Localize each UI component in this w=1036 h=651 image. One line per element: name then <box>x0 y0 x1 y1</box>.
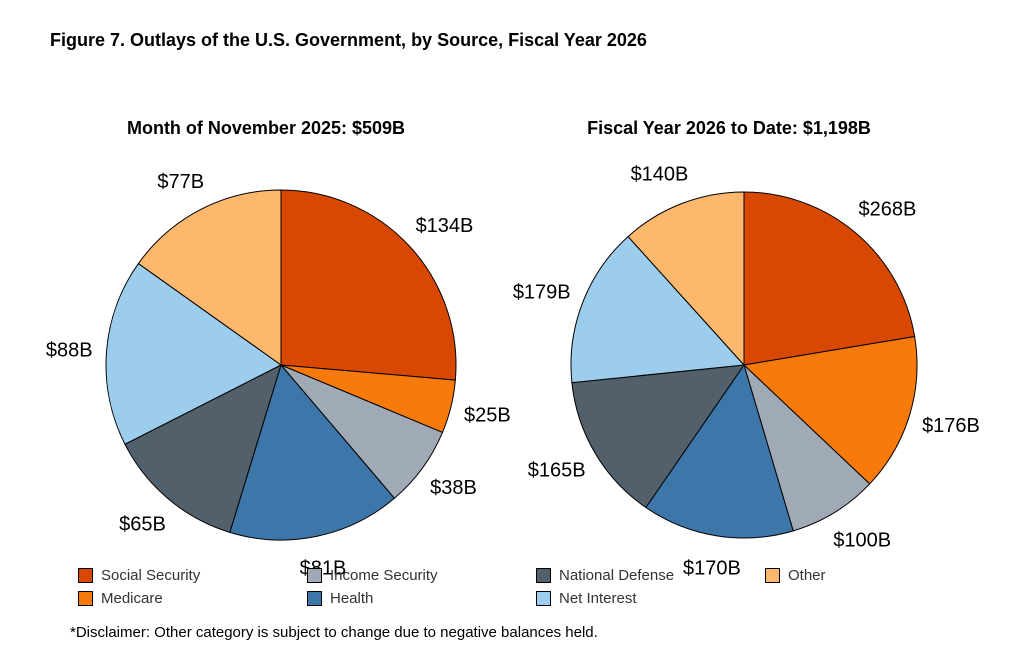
pie-slice-health <box>229 363 396 541</box>
legend-label: Other <box>788 567 826 584</box>
slice-label: $25B <box>464 404 511 426</box>
legend-item: Social Security <box>78 567 200 584</box>
legend-item: Net Interest <box>536 590 637 607</box>
legend-swatch <box>536 568 551 583</box>
slice-label: $88B <box>46 340 93 362</box>
legend-swatch <box>765 568 780 583</box>
slice-label: $179B <box>513 281 571 303</box>
slice-label: $65B <box>119 513 166 535</box>
legend-label: Net Interest <box>559 590 637 607</box>
slice-label: $176B <box>922 415 980 437</box>
pie-slice-social-security <box>280 189 457 381</box>
pie-slice-other <box>137 189 282 366</box>
figure-title: Figure 7. Outlays of the U.S. Government… <box>50 30 647 50</box>
slice-label: $134B <box>416 215 474 237</box>
slice-label: $100B <box>833 530 891 552</box>
slice-label: $165B <box>528 460 586 482</box>
slice-label: $140B <box>631 164 689 186</box>
pie-slice-national-defense <box>124 364 282 533</box>
pie-slice-social-security <box>743 191 916 366</box>
legend-item: Income Security <box>307 567 438 584</box>
pie-slice-other <box>627 191 745 367</box>
legend-item: Health <box>307 590 373 607</box>
legend-item: Medicare <box>78 590 163 607</box>
legend-label: Social Security <box>101 567 201 584</box>
pie-slice-net-interest <box>105 262 282 445</box>
pie-slice-medicare <box>742 335 918 485</box>
legend-label: Medicare <box>101 590 163 607</box>
slice-label: $268B <box>859 199 917 221</box>
pie-title: Month of November 2025: $509B <box>127 118 405 138</box>
slice-label: $77B <box>157 171 204 193</box>
slice-label: $170B <box>683 557 741 579</box>
legend-label: Income Security <box>330 567 438 584</box>
disclaimer: *Disclaimer: Other category is subject t… <box>70 624 598 641</box>
legend-swatch <box>78 591 93 606</box>
pie-slice-health <box>645 363 794 539</box>
legend-swatch <box>536 591 551 606</box>
pie-slice-net-interest <box>570 235 746 384</box>
legend-label: Health <box>330 590 374 607</box>
pie-slice-national-defense <box>571 364 746 509</box>
legend-item: National Defense <box>536 567 674 584</box>
legend-swatch <box>307 568 322 583</box>
pie-title: Fiscal Year 2026 to Date: $1,198B <box>587 118 871 138</box>
legend-swatch <box>78 568 93 583</box>
legend-item: Other <box>765 567 826 584</box>
legend-swatch <box>307 591 322 606</box>
pie-slice-income-security <box>742 363 871 532</box>
slice-label: $38B <box>430 477 477 499</box>
legend-label: National Defense <box>559 567 675 584</box>
